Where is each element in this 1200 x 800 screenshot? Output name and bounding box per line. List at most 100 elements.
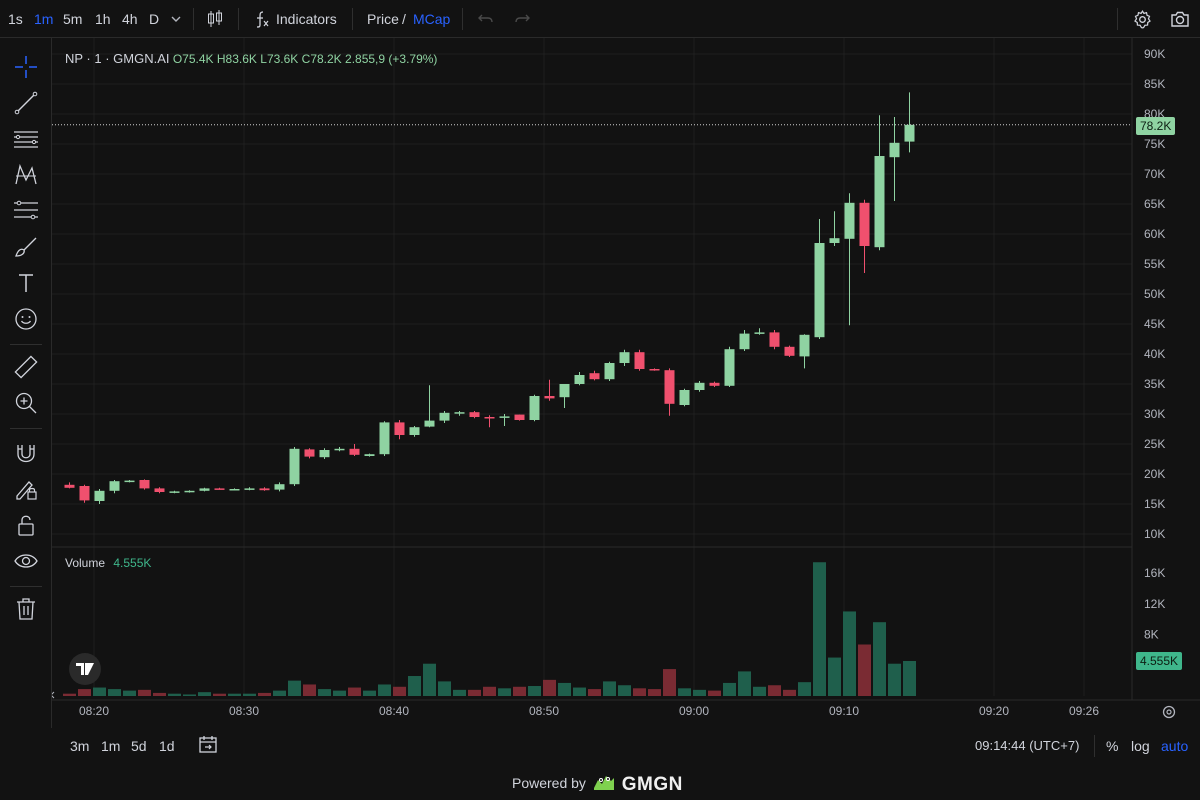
trash-icon[interactable]	[13, 596, 39, 622]
volume-bar	[333, 690, 346, 696]
top-toolbar: 1s 1m 5m 1h 4h D Indicators Price / MCap	[0, 0, 1200, 38]
volume-bar	[603, 681, 616, 696]
price-tick-label: 90K	[1144, 47, 1165, 61]
date-range-icon[interactable]	[197, 735, 219, 760]
candle-body	[139, 480, 150, 489]
toolbar-divider	[193, 8, 194, 30]
legend-high: H83.6K	[216, 52, 257, 66]
candle-body	[334, 448, 345, 451]
toolbar-divider	[1117, 8, 1118, 30]
volume-bar	[783, 689, 796, 696]
chevron-down-icon[interactable]	[170, 12, 182, 30]
volume-bar	[513, 686, 526, 696]
candle-body	[694, 382, 705, 390]
volume-bar	[708, 690, 721, 696]
legend-low: L73.6K	[260, 52, 299, 66]
toolbar-divider	[1094, 735, 1095, 757]
legend-close: C78.2K	[301, 52, 342, 66]
last-volume-tag: 4.555K	[1136, 652, 1183, 670]
candle-body	[619, 352, 630, 363]
eye-icon[interactable]	[13, 548, 39, 574]
candle-body	[364, 454, 375, 456]
candle-body	[844, 202, 855, 239]
price-chart[interactable]: 10K 15K 20K 25K 30K 35K 40K 45K 50K 55K 60K 65K 70K 7…	[52, 38, 1200, 728]
lock-drawing-icon[interactable]	[13, 476, 39, 502]
percent-scale-toggle[interactable]: %	[1106, 738, 1119, 754]
log-scale-toggle[interactable]: log	[1131, 738, 1150, 754]
ruler-icon[interactable]	[13, 354, 39, 380]
candle-body	[169, 491, 180, 493]
function-icon[interactable]	[252, 9, 272, 34]
price-mcap-separator: /	[402, 11, 406, 27]
crosshair-icon[interactable]	[13, 54, 39, 80]
toolbar-divider	[10, 428, 42, 429]
candle-body	[154, 488, 165, 492]
range-1d[interactable]: 1d	[159, 738, 175, 754]
volume-bar	[828, 657, 841, 696]
volume-bar	[468, 689, 481, 696]
volume-bar	[198, 692, 211, 696]
volume-bar	[843, 611, 856, 696]
price-tick-label: 45K	[1144, 317, 1165, 331]
horizontal-lines-icon[interactable]	[13, 126, 39, 152]
candle-body	[859, 202, 870, 246]
redo-icon[interactable]	[513, 11, 531, 32]
volume-bar	[693, 689, 706, 696]
fib-retracement-icon[interactable]	[13, 198, 39, 224]
volume-bar	[168, 693, 181, 696]
timeframe-1m[interactable]: 1m	[34, 11, 54, 27]
price-tick-label: 10K	[1144, 527, 1165, 541]
range-1m[interactable]: 1m	[101, 738, 121, 754]
price-tick-label: 15K	[1144, 497, 1165, 511]
brush-icon[interactable]	[13, 234, 39, 260]
volume-bar	[423, 663, 436, 696]
auto-scale-toggle[interactable]: auto	[1161, 738, 1189, 754]
volume-tick-label: 12K	[1144, 597, 1165, 611]
emoji-icon[interactable]	[13, 306, 39, 332]
zoom-in-icon[interactable]	[13, 390, 39, 416]
candle-body	[184, 490, 195, 493]
candle-body	[79, 486, 90, 501]
volume-bar	[273, 690, 286, 696]
volume-bar	[348, 687, 361, 696]
candle-body	[559, 384, 570, 398]
timeframe-5m[interactable]: 5m	[63, 11, 83, 27]
price-tick-label: 40K	[1144, 347, 1165, 361]
candle-body	[799, 334, 810, 357]
candle-body	[94, 490, 105, 501]
undo-icon[interactable]	[477, 11, 495, 32]
time-tick-label: 09:10	[829, 704, 859, 718]
gear-icon[interactable]	[1132, 9, 1153, 35]
candle-body	[379, 422, 390, 455]
mcap-toggle[interactable]: MCap	[413, 11, 451, 27]
candle-body	[529, 396, 540, 420]
range-3m[interactable]: 3m	[70, 738, 90, 754]
timeframe-1h[interactable]: 1h	[95, 11, 111, 27]
powered-by-footer: Powered by GMGN	[512, 772, 683, 796]
candlestick-type-icon[interactable]	[205, 9, 225, 34]
candle-body	[829, 238, 840, 243]
volume-tick-label: 8K	[1144, 628, 1159, 642]
camera-icon[interactable]	[1169, 9, 1191, 34]
magnet-icon[interactable]	[13, 440, 39, 466]
price-tick-label: 20K	[1144, 467, 1165, 481]
gmgn-brand: GMGN	[621, 774, 683, 795]
range-5d[interactable]: 5d	[131, 738, 147, 754]
timeframe-4h[interactable]: 4h	[122, 11, 138, 27]
pattern-icon[interactable]	[13, 162, 39, 188]
volume-bar	[588, 689, 601, 696]
indicators-button[interactable]: Indicators	[276, 11, 337, 27]
text-tool-icon[interactable]	[13, 270, 39, 296]
trend-line-icon[interactable]	[13, 90, 39, 116]
price-toggle[interactable]: Price	[367, 11, 399, 27]
time-tick-label: 09:20	[979, 704, 1009, 718]
volume-bar	[483, 686, 496, 696]
clock-timezone[interactable]: 09:14:44 (UTC+7)	[975, 738, 1080, 753]
volume-bar	[558, 682, 571, 696]
timeframe-1s[interactable]: 1s	[8, 11, 23, 27]
unlock-icon[interactable]	[13, 512, 39, 538]
price-tick-label: 30K	[1144, 407, 1165, 421]
timeframe-d[interactable]: D	[149, 11, 160, 27]
volume-bar	[318, 689, 331, 696]
volume-bar	[183, 694, 196, 696]
